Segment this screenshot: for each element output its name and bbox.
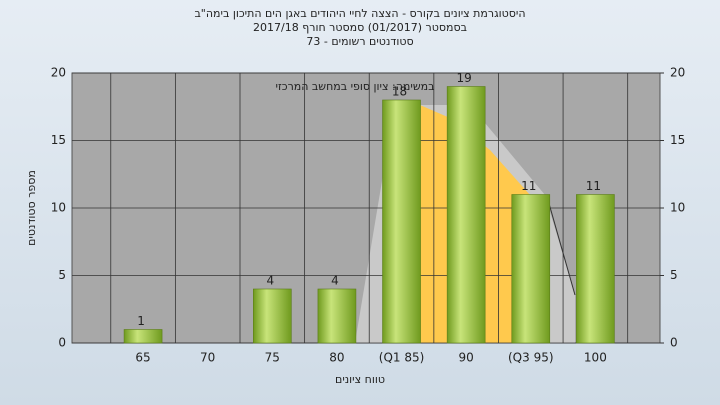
bar xyxy=(382,99,421,344)
y-tick-label: 5 xyxy=(58,268,66,282)
distribution-edge xyxy=(547,199,576,296)
data-label: 19 xyxy=(457,71,472,85)
x-axis-label: טווח ציונים xyxy=(335,373,385,386)
bar xyxy=(317,288,357,344)
x-tick-label: 90 xyxy=(459,351,474,365)
x-tick-label: (Q1 85) xyxy=(379,351,425,365)
y2-tick-label: 10 xyxy=(670,201,685,215)
y-tick-label: 0 xyxy=(58,336,66,350)
y2-tick-label: 0 xyxy=(670,336,678,350)
bar xyxy=(123,329,163,344)
x-tick-label: 75 xyxy=(265,351,280,365)
x-tick-label: 70 xyxy=(200,351,215,365)
y2-tick-label: 15 xyxy=(670,133,685,147)
bar xyxy=(253,288,292,344)
y-tick-label: 15 xyxy=(51,133,66,147)
chart-title: היסטוגרמת ציונים בקורס - הצצה לחיי היהוד… xyxy=(194,7,525,20)
y2-tick-label: 5 xyxy=(670,268,678,282)
x-tick-label: 80 xyxy=(329,351,344,365)
data-label: 1 xyxy=(137,314,145,328)
data-label: 11 xyxy=(521,179,536,193)
annotation: במשימה: ציון סופי במחשב המרכזי xyxy=(275,80,434,93)
chart-subtitle: בסמסטר (01/2017) סמסטר חורף 2017/18 xyxy=(253,21,467,34)
y2-tick-label: 20 xyxy=(670,66,685,80)
data-label: 18 xyxy=(392,85,407,99)
data-label: 11 xyxy=(586,179,601,193)
y-tick-label: 20 xyxy=(51,66,66,80)
x-tick-label: 100 xyxy=(584,351,607,365)
x-tick-label: (Q3 95) xyxy=(508,351,554,365)
bar xyxy=(511,194,551,344)
x-tick-label: 65 xyxy=(135,351,150,365)
data-label: 4 xyxy=(266,274,274,288)
bar xyxy=(576,194,615,344)
data-label: 4 xyxy=(331,274,339,288)
y-axis-label: מספר סטודנטים xyxy=(25,170,38,246)
y-tick-label: 10 xyxy=(51,201,66,215)
chart-subtitle: סטודנטים רשומים - 73 xyxy=(306,35,413,48)
bar xyxy=(446,86,486,344)
